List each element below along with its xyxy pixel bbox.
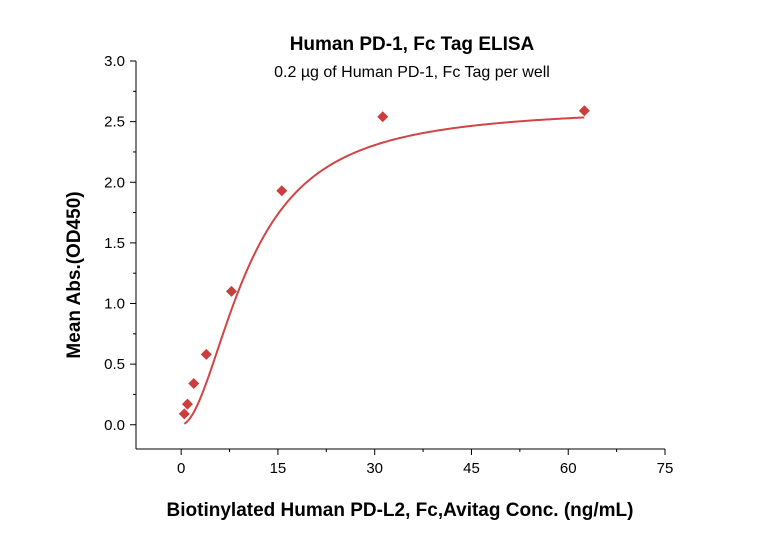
y-tick-label: 1.5 (104, 235, 125, 252)
data-point (178, 408, 190, 420)
y-tick-label: 2.0 (104, 174, 125, 191)
x-tick-label: 45 (463, 460, 480, 477)
y-axis-label: Mean Abs.(OD450) (64, 191, 85, 358)
data-point (377, 111, 389, 123)
data-point (578, 105, 590, 117)
chart-title: Human PD-1, Fc Tag ELISA (290, 34, 535, 55)
x-tick-label: 0 (177, 460, 185, 477)
x-tick-label: 60 (560, 460, 577, 477)
x-tick-label: 15 (270, 460, 287, 477)
y-tick-label: 2.5 (104, 114, 125, 131)
y-ticks: 0.0 0.5 1.0 1.5 2.0 2.5 3.0 (104, 53, 136, 434)
data-point (225, 285, 237, 297)
x-ticks: 0 15 30 45 60 75 (177, 449, 673, 477)
data-point (200, 348, 212, 360)
fit-curve (183, 116, 585, 425)
plot-area (178, 105, 590, 425)
data-point (181, 398, 193, 410)
y-tick-label: 1.0 (104, 296, 125, 313)
y-tick-label: 0.5 (104, 356, 125, 373)
chart-subtitle: 0.2 µg of Human PD-1, Fc Tag per well (274, 64, 550, 81)
data-point (188, 378, 200, 390)
y-tick-label: 0.0 (104, 417, 125, 434)
y-tick-label: 3.0 (104, 53, 125, 70)
x-axis-label: Biotinylated Human PD-L2, Fc,Avitag Conc… (167, 500, 634, 521)
data-point (276, 185, 288, 197)
x-tick-label: 75 (657, 460, 674, 477)
axes (135, 61, 665, 450)
x-tick-label: 30 (366, 460, 383, 477)
